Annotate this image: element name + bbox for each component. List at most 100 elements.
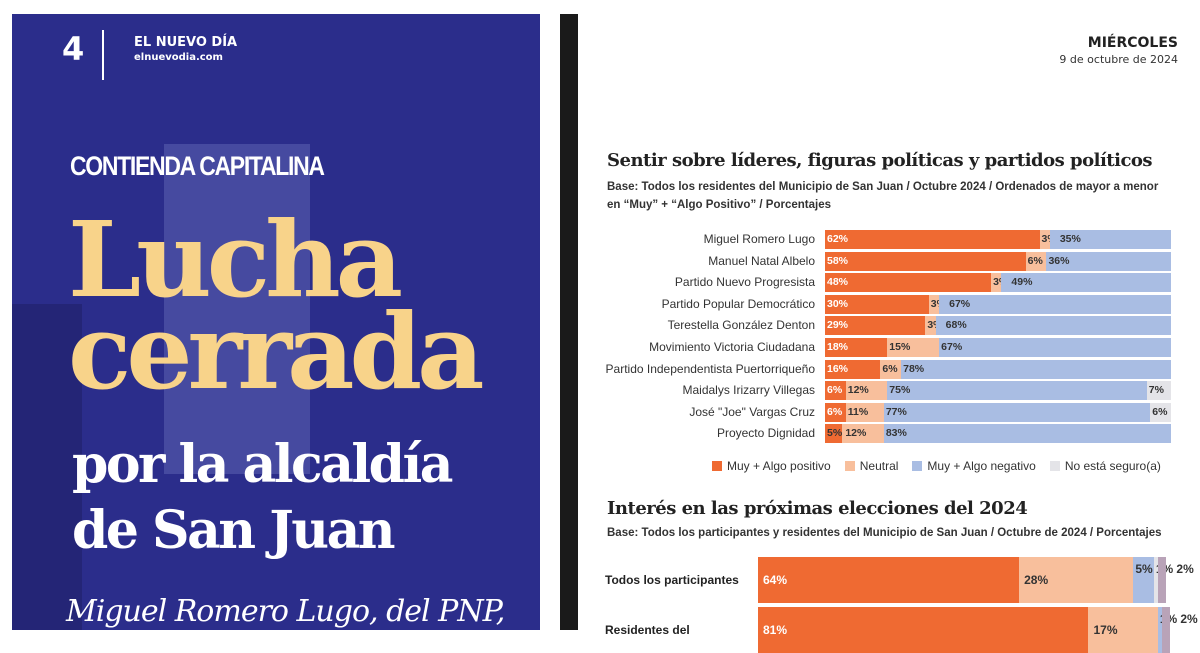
bar-data-label: 67% (949, 297, 971, 310)
chart1-title: Sentir sobre líderes, figuras políticas … (607, 150, 1153, 171)
bar-data-label: 49% (1011, 276, 1033, 289)
background-photo (164, 144, 310, 474)
bar-segment (1001, 273, 1171, 293)
header-date: 9 de octubre de 2024 (1059, 53, 1178, 66)
bar-segment (1153, 557, 1158, 603)
row-label: Maidalys Irizarry Villegas (682, 383, 816, 398)
bar-segment (845, 402, 884, 422)
page-gutter (560, 14, 578, 630)
bar-segment (883, 402, 1151, 422)
bar-segment (825, 230, 1040, 249)
bar-segment (901, 359, 1171, 379)
row-label: José "Joe" Vargas Cruz (689, 404, 815, 419)
bar-data-label: 5% (1135, 562, 1153, 576)
bar-segment (842, 424, 884, 444)
row-label: Movimiento Victoria Ciudadana (649, 340, 815, 354)
background-photo (12, 304, 82, 630)
bar-data-label: 16% (827, 362, 849, 375)
bar-data-label: 6% (1027, 254, 1043, 267)
bar-segment (880, 359, 902, 379)
bar-segment (845, 381, 888, 401)
bar-data-label: 5% (827, 427, 843, 440)
bar-data-label: 75% (889, 384, 911, 397)
row-label: Miguel Romero Lugo (703, 232, 815, 246)
bar-data-label: 67% (941, 341, 963, 353)
bar-segment (887, 381, 1147, 401)
row-label: Residentes del (605, 623, 690, 637)
subheadline: Miguel Romero Lugo, del PNP, (66, 594, 505, 629)
bar-data-label: 81% (763, 623, 788, 637)
bar-data-label: 36% (1048, 254, 1070, 267)
bar-data-label: 78% (903, 362, 925, 375)
site-url: elnuevodia.com (134, 52, 223, 63)
row-label: Proyecto Dignidad (716, 426, 815, 441)
brand-logo: EL NUEVO DÍA (134, 35, 238, 50)
bar-segment (1157, 557, 1166, 603)
legend-item: Muy + Algo positivo (712, 459, 831, 473)
bar-segment (825, 338, 888, 357)
bar-data-label: 15% (889, 341, 911, 353)
bar-segment (825, 381, 846, 401)
bar-segment (758, 557, 1020, 603)
bar-segment (825, 424, 843, 444)
legend-label: Muy + Algo positivo (727, 459, 831, 473)
legend-item: Muy + Algo negativo (912, 459, 1036, 473)
bar-data-label: 64% (763, 573, 788, 587)
bar-data-label: 83% (885, 427, 907, 440)
headline-line-4: de San Juan (72, 500, 396, 561)
legend-swatch (844, 461, 855, 471)
bar-data-label: 2% (1176, 562, 1194, 576)
bar-segment (1161, 607, 1171, 653)
bar-data-label: 30% (827, 297, 849, 310)
bar-data-label: 48% (827, 276, 849, 289)
chart1-subtitle: Base: Todos los residentes del Municipio… (607, 181, 1159, 211)
legend-swatch (1049, 461, 1060, 471)
legend-label: Muy + Algo negativo (927, 459, 1036, 473)
bar-data-label: 6% (1152, 405, 1168, 418)
bar-segment (939, 294, 1171, 314)
bar-segment (1025, 251, 1047, 271)
cover-panel: 4 EL NUEVO DÍA elnuevodia.com CONTIENDA … (12, 14, 540, 630)
bar-segment (939, 338, 1171, 357)
row-label: Todos los participantes (605, 573, 739, 587)
chart2-subtitle: Base: Todos los participantes y resident… (607, 527, 1162, 539)
page-number: 4 (62, 30, 85, 68)
bar-data-label: 6% (882, 362, 898, 375)
bar-data-label: 2% (1180, 612, 1198, 626)
bar-segment (935, 316, 1171, 336)
bar-segment (825, 359, 881, 379)
bar-segment (925, 316, 936, 336)
legend-label: Neutral (859, 459, 899, 473)
chart2-title: Interés en las próximas elecciones del 2… (607, 498, 1028, 519)
bar-data-label: 62% (827, 233, 849, 245)
legend-swatch (712, 461, 722, 471)
row-label: Terestella González Denton (667, 318, 815, 333)
bar-segment (1046, 251, 1171, 271)
bar-data-label: 12% (847, 384, 869, 397)
bar-data-label: 58% (827, 254, 849, 267)
legend-item: Neutral (844, 459, 899, 473)
bar-data-label: 11% (847, 405, 869, 418)
bar-data-label: 29% (827, 319, 849, 332)
row-label: Partido Popular Democrático (661, 296, 815, 311)
bar-segment (991, 273, 1002, 293)
legend-label: No está seguro(a) (1064, 459, 1161, 473)
bar-segment (1133, 557, 1154, 603)
bar-segment (887, 338, 940, 357)
bar-data-label: 18% (827, 341, 849, 353)
bar-segment (928, 294, 940, 314)
bar-data-label: 77% (885, 405, 907, 418)
bar-segment (825, 294, 929, 314)
bar-segment (825, 402, 846, 422)
bar-segment (758, 607, 1089, 653)
headline-line-2: cerrada (68, 290, 485, 413)
row-label: Partido Independentista Puertorriqueño (605, 361, 815, 376)
divider (102, 30, 104, 80)
bar-segment (825, 316, 926, 336)
bar-segment (1039, 230, 1050, 249)
bar-data-label: 12% (845, 427, 867, 440)
bar-data-label: 6% (827, 405, 843, 418)
bar-data-label: 17% (1093, 623, 1118, 637)
bar-segment (825, 251, 1026, 271)
chart1-legend: Muy + Algo positivo Neutral Muy + Algo neg… (712, 459, 1175, 473)
